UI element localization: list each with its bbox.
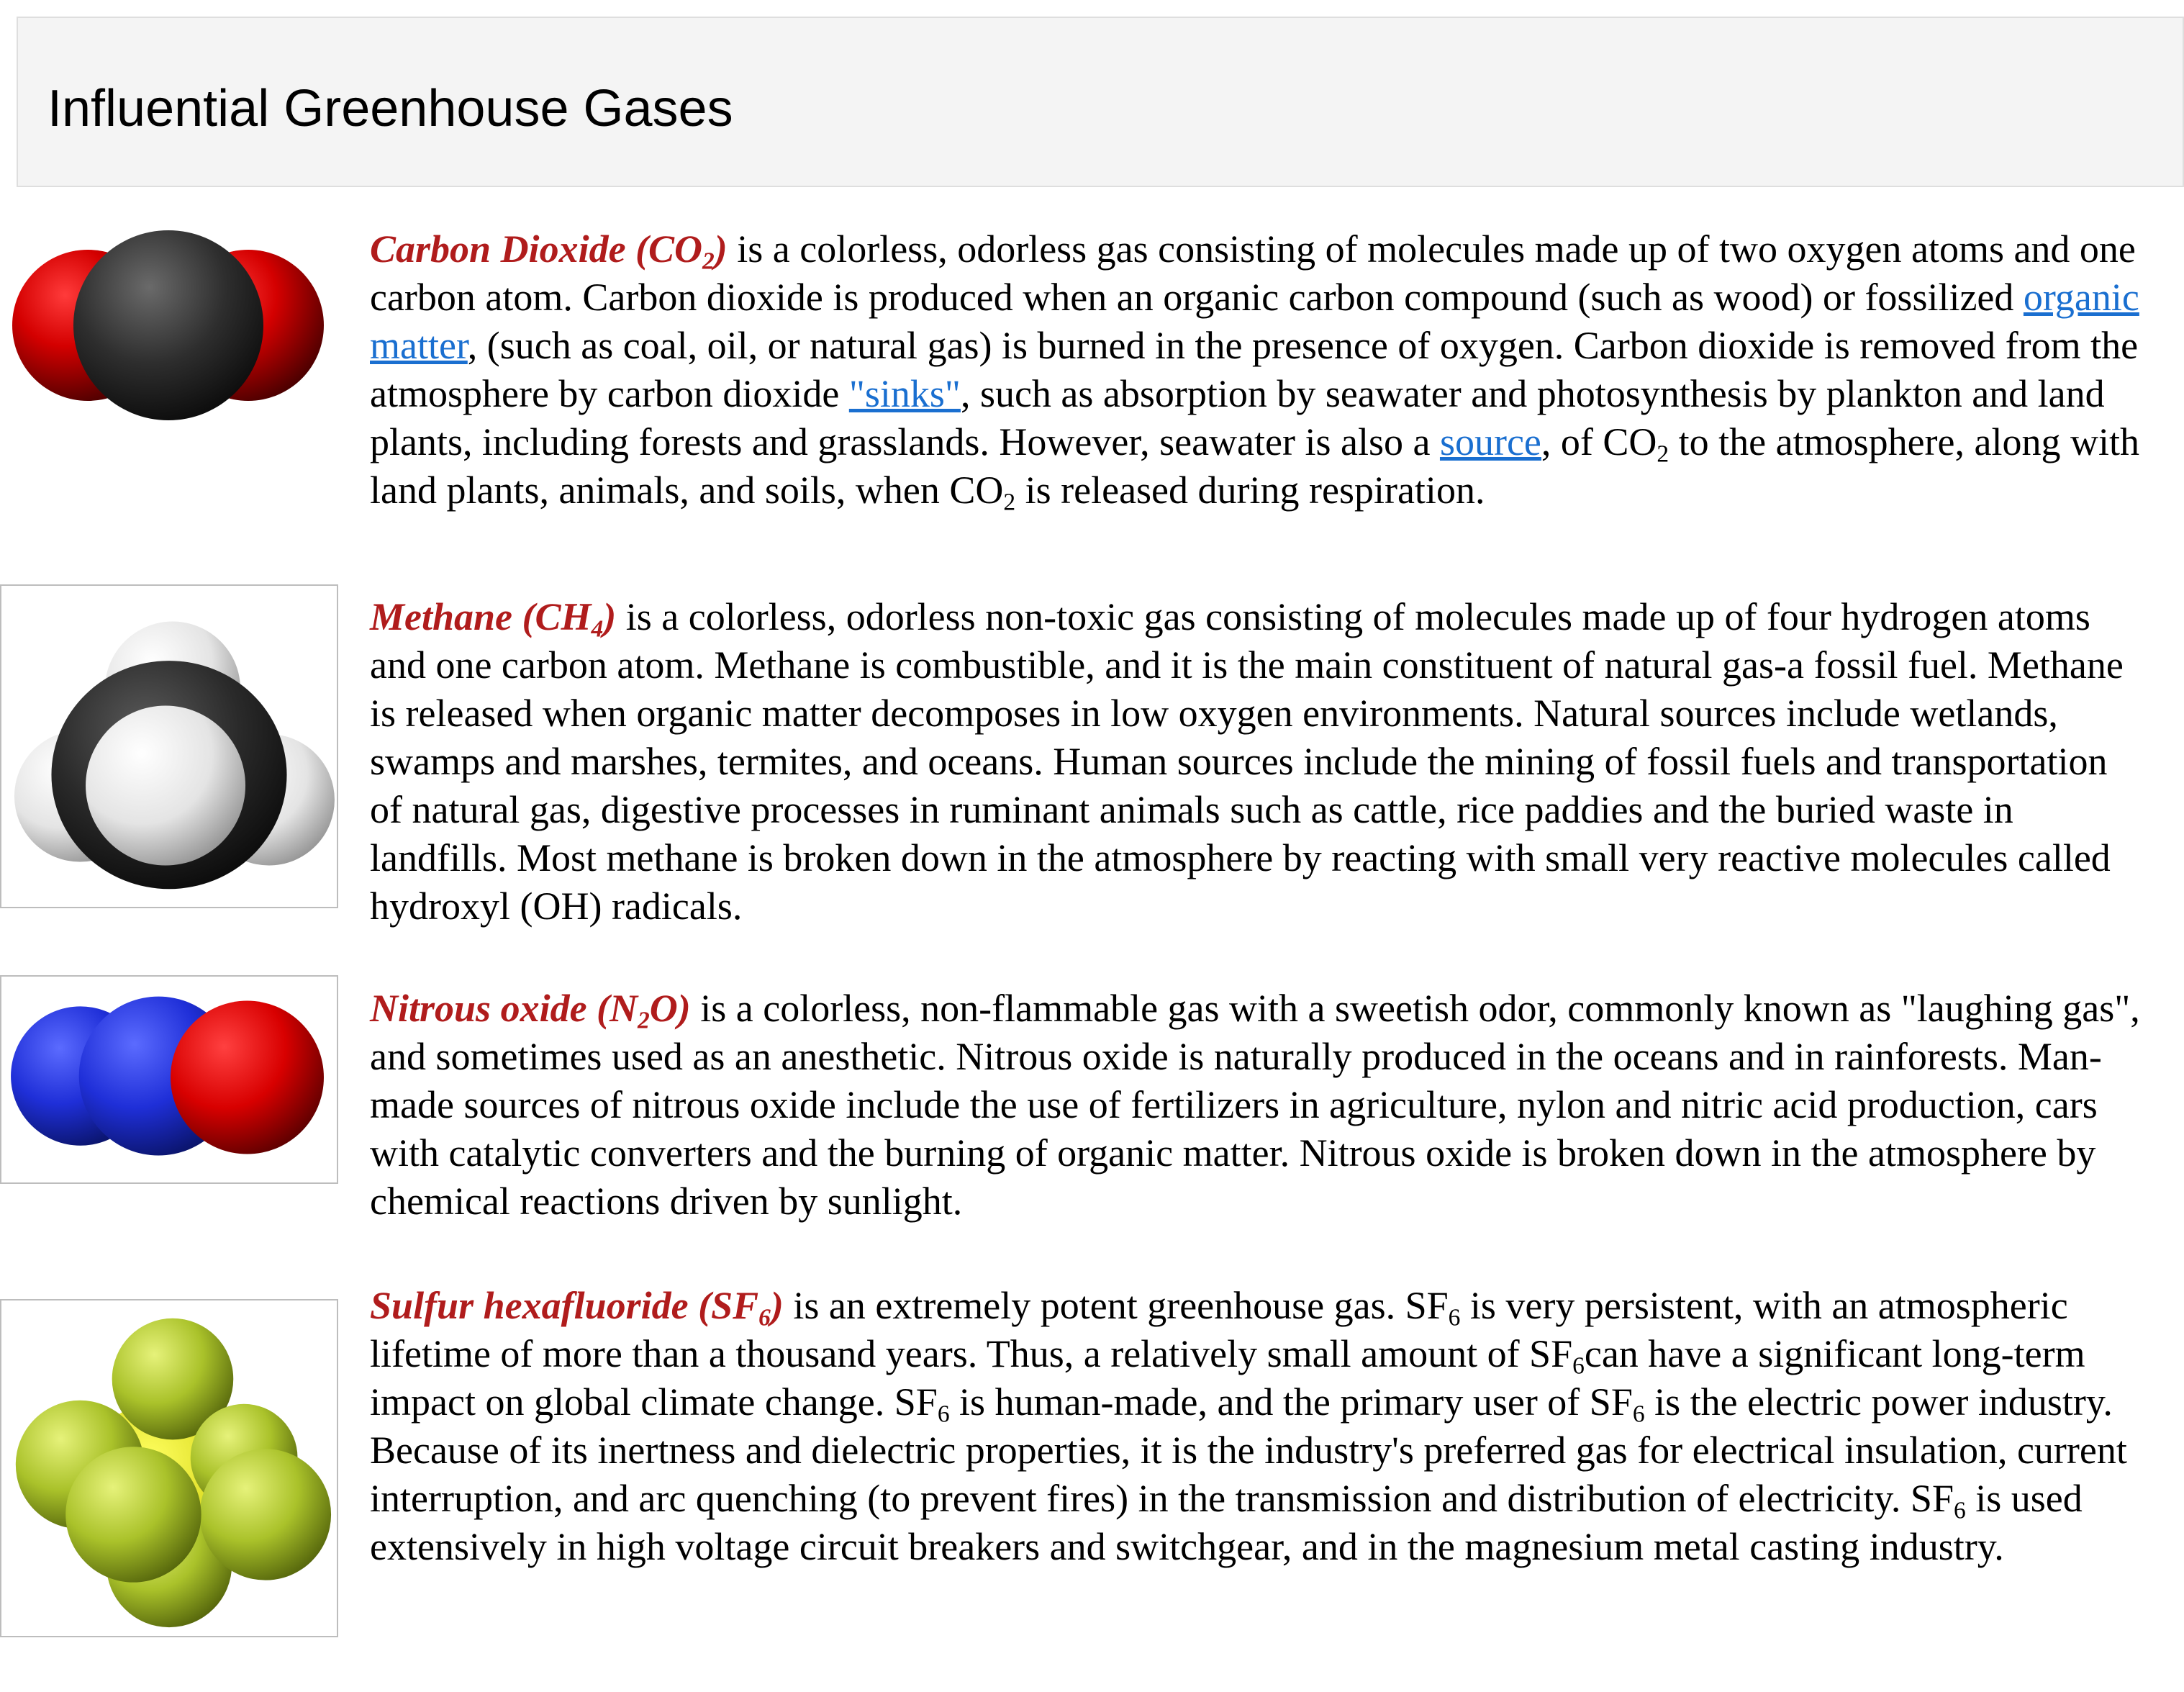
nitrous-oxide-term: Nitrous oxide (N2O) — [370, 987, 691, 1034]
sulfur-hexafluoride-molecule-icon — [0, 1299, 338, 1637]
methane-molecule-icon — [0, 584, 338, 908]
page-title: Influential Greenhouse Gases — [47, 80, 733, 137]
sinks-link[interactable]: "sinks" — [848, 372, 961, 415]
carbon-dioxide-paragraph: Carbon Dioxide (CO2) is a colorless, odo… — [370, 227, 2139, 516]
page-header: Influential Greenhouse Gases — [17, 17, 2184, 187]
carbon-dioxide-molecule-icon — [0, 216, 337, 435]
sulfur-hexafluoride-paragraph: Sulfur hexafluoride (SF6) is an extremel… — [370, 1284, 2127, 1568]
organic-matter-link[interactable]: organic matter — [370, 276, 2139, 367]
sulfur-hexafluoride-term: Sulfur hexafluoride (SF6) — [370, 1284, 784, 1331]
carbon-dioxide-term: Carbon Dioxide (CO2) — [370, 227, 728, 275]
nitrous-oxide-molecule-icon — [0, 975, 338, 1184]
source-link[interactable]: source — [1439, 420, 1541, 463]
nitrous-oxide-paragraph: Nitrous oxide (N2O) is a colorless, non-… — [370, 987, 2140, 1223]
methane-paragraph: Methane (CH4) is a colorless, odorless n… — [370, 595, 2124, 928]
methane-term: Methane (CH4) — [370, 595, 617, 643]
